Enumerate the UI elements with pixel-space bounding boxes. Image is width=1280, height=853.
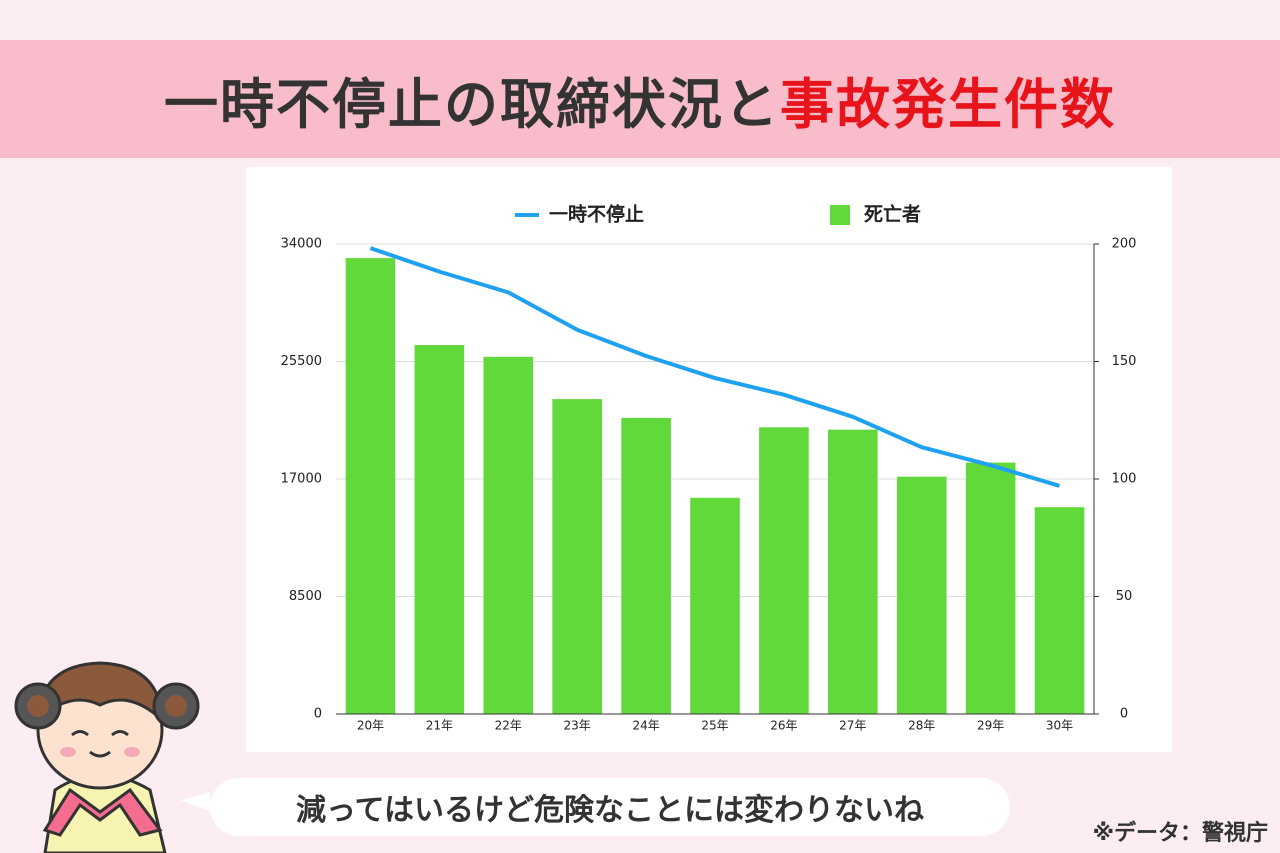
bar — [1034, 507, 1085, 714]
y2-tick-label: 100 — [1112, 472, 1137, 487]
x-tick-label: 27年 — [839, 719, 866, 733]
bar — [345, 258, 396, 714]
bar — [690, 497, 740, 714]
title-highlight: 事故発生件数 — [780, 72, 1116, 136]
x-tick-label: 23年 — [564, 719, 591, 733]
bar — [552, 399, 602, 714]
x-tick-label: 25年 — [701, 719, 728, 733]
header: 一時不停止の取締状況と 事故発生件数 — [0, 40, 1280, 158]
title: 一時不停止の取締状況と — [164, 72, 780, 136]
y-tick-label: 34000 — [281, 237, 322, 252]
y-tick-label: 8500 — [289, 589, 322, 604]
y2-tick-label: 0 — [1120, 707, 1128, 722]
source: ※データ：警視庁 — [1092, 821, 1268, 846]
bar — [483, 356, 534, 714]
x-tick-label: 21年 — [426, 719, 453, 733]
y-tick-label: 0 — [314, 707, 322, 722]
x-tick-label: 29年 — [977, 719, 1004, 733]
y2-tick-label: 200 — [1112, 237, 1137, 252]
y-tick-label: 17000 — [281, 472, 322, 487]
x-tick-label: 24年 — [632, 719, 659, 733]
y2-tick-label: 150 — [1112, 354, 1137, 369]
bar — [828, 429, 878, 714]
x-tick-label: 30年 — [1046, 719, 1073, 733]
x-tick-label: 20年 — [357, 719, 384, 733]
bar — [414, 345, 465, 714]
line — [369, 246, 1061, 488]
legend-swatch — [830, 205, 850, 225]
speech-bubble: 減ってはいるけど危険なことには変わりないね — [210, 778, 1010, 836]
x-tick-label: 26年 — [770, 719, 797, 733]
character — [14, 661, 210, 853]
x-tick-label: 22年 — [495, 719, 522, 733]
bar — [896, 476, 947, 714]
x-tick-label: 28年 — [908, 719, 935, 733]
y-tick-label: 25500 — [281, 354, 322, 369]
legend-label: 死亡者 — [864, 203, 921, 226]
bar — [759, 427, 809, 714]
speech-text: 減ってはいるけど危険なことには変わりないね — [296, 793, 924, 828]
legend-label: 一時不停止 — [549, 203, 644, 226]
bar — [965, 462, 1016, 714]
bar — [621, 417, 671, 714]
y2-tick-label: 50 — [1116, 589, 1133, 604]
